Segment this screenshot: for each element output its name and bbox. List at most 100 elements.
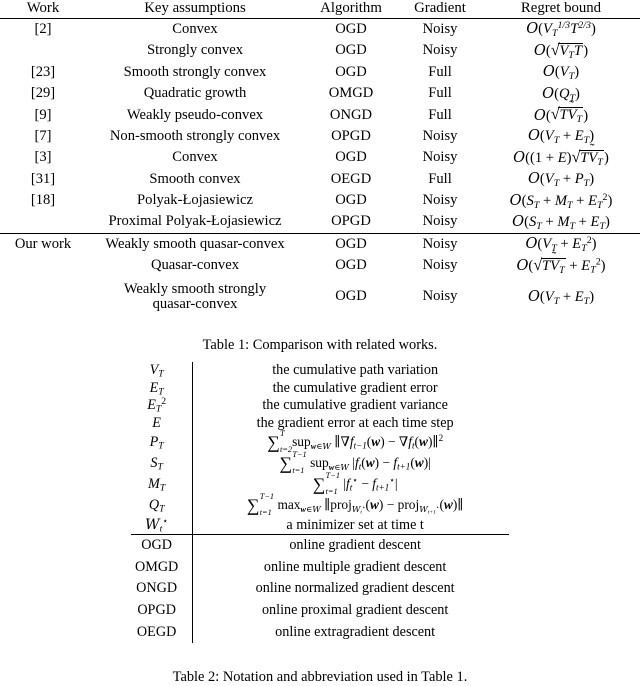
notation-row: ST ∑ T−1 t=1 supw∈W |ft(w) − ft+1(w)| <box>131 450 509 475</box>
notation-description: ∑ T−1 t=1 maxw∈W ∥projWt⋆(w) − projWt+1⋆(w… <box>192 492 509 517</box>
cell-work: [3] <box>34 149 52 166</box>
abbreviation-row: OEGD online extragradient descent <box>131 621 509 643</box>
cell-gradient: Noisy <box>422 42 458 59</box>
our-work-rule <box>0 232 640 234</box>
abbreviation-name: OEGD <box>136 623 177 640</box>
table1-header-row: Work Key assumptions Algorithm Gradient … <box>0 0 640 18</box>
assumption-line-1: Weakly smooth strongly <box>123 280 267 297</box>
cell-algorithm: OPGD <box>331 213 371 230</box>
abbreviation-meaning: online multiple gradient descent <box>192 556 509 579</box>
abbreviation-meaning: online extragradient descent <box>192 621 509 643</box>
table-row: [18] Polyak-Łojasiewicz OGD Noisy O(ST +… <box>0 190 640 211</box>
cell-regret: O(ST + MT + ET2) <box>509 191 613 211</box>
cell-assumptions: Proximal Polyak-Łojasiewicz <box>108 213 282 230</box>
cell-algorithm: OGD <box>335 192 367 209</box>
header-rule <box>0 18 640 19</box>
notation-symbol: Wt⋆ <box>144 515 169 535</box>
table-row: [2] Convex OGD Noisy O(VT1/3T2/3) <box>0 19 640 41</box>
abbreviation-row: OGD online gradient descent <box>131 534 509 557</box>
notation-row: QT ∑ T−1 t=1 maxw∈W ∥projWt⋆(w) − projWt+1… <box>131 492 509 517</box>
table-row: [9] Weakly pseudo-convex ONGD Full O(TVT… <box>0 105 640 126</box>
table-row: [29] Quadratic growth OMGD Full O(QT) <box>0 83 640 104</box>
abbreviation-row: OPGD online proximal gradient descent <box>131 599 509 622</box>
cell-gradient: Noisy <box>422 192 458 209</box>
notation-description: a minimizer set at time t <box>192 516 509 534</box>
cell-algorithm: OGD <box>335 257 367 274</box>
cell-gradient: Full <box>428 85 452 102</box>
cell-assumptions: Smooth convex <box>149 170 241 187</box>
cell-gradient: Full <box>428 170 452 187</box>
table-row: Our work Weakly smooth quasar-convex OGD… <box>0 233 640 255</box>
abbreviation-name: OPGD <box>137 602 176 619</box>
notation-symbol: ET <box>149 379 164 398</box>
comparison-table: Work Key assumptions Algorithm Gradient … <box>0 0 640 318</box>
cell-assumptions: Strongly convex <box>146 42 244 59</box>
notation-description: the gradient error at each time step <box>192 414 509 433</box>
cell-regret: O(VT) <box>542 63 580 82</box>
notation-table: VT the cumulative path variation ET the … <box>131 362 509 643</box>
cell-gradient: Noisy <box>422 257 458 274</box>
cell-regret: O(VT + ET) <box>527 127 595 147</box>
cell-regret: O(TVT) <box>482 105 640 126</box>
cell-regret: O(ST + MT + ET) <box>512 212 610 232</box>
table-row: [3] Convex OGD Noisy O((1 + E)TVT) <box>0 147 640 168</box>
cell-algorithm: OGD <box>335 42 367 59</box>
cell-gradient: Full <box>428 63 452 80</box>
notation-row: ET2 the cumulative gradient variance <box>131 397 509 415</box>
cell-gradient: Noisy <box>422 213 458 230</box>
cell-work <box>0 40 86 61</box>
cell-algorithm: OGD <box>335 235 367 252</box>
cell-regret: O(QT) <box>542 84 580 104</box>
notation-separator-rule <box>131 533 509 535</box>
table-row: Quasar-convex OGD Noisy O(TVT + ET2) <box>0 255 640 276</box>
cell-regret: O(VTT) <box>482 40 640 61</box>
cell-gradient: Noisy <box>422 288 458 305</box>
cell-assumptions: Weakly pseudo-convex <box>126 106 264 123</box>
table-row: Proximal Polyak-Łojasiewicz OPGD Noisy O… <box>0 212 640 233</box>
cell-algorithm: OGD <box>335 149 367 166</box>
cell-work: [29] <box>30 85 56 102</box>
cell-algorithm: OPGD <box>331 127 371 144</box>
cell-work: [18] <box>30 192 56 209</box>
abbreviation-row: OMGD online multiple gradient descent <box>131 556 509 579</box>
cell-assumptions: Convex <box>172 20 218 37</box>
table2-caption: Table 2: Notation and abbreviation used … <box>172 669 468 685</box>
notation-symbol: E <box>152 415 161 432</box>
notation-row: ET the cumulative gradient error <box>131 379 509 398</box>
cell-regret: O((1 + E)TVT) <box>482 147 640 168</box>
abbreviation-meaning: online normalized gradient descent <box>192 578 509 600</box>
cell-regret: O(VT + PT) <box>527 170 595 189</box>
cell-work <box>0 277 86 318</box>
cell-assumptions: Weakly smooth quasar-convex <box>105 235 285 252</box>
cell-work: [31] <box>30 170 56 187</box>
header-assumptions: Key assumptions <box>144 0 246 16</box>
notation-symbol: QT <box>148 497 165 516</box>
cell-algorithm: OGD <box>335 63 367 80</box>
cell-work <box>0 212 86 233</box>
cell-regret: O(VT1/3T2/3) <box>526 20 596 40</box>
notation-symbol: ST <box>150 455 163 474</box>
abbreviation-meaning: online proximal gradient descent <box>192 599 509 622</box>
cell-gradient: Full <box>428 106 452 123</box>
cell-assumptions: Weakly smooth strongly quasar-convex <box>86 277 304 318</box>
cell-algorithm: OGD <box>335 288 367 305</box>
cell-gradient: Noisy <box>422 149 458 166</box>
cell-assumptions: Convex <box>172 149 218 166</box>
notation-row: E the gradient error at each time step <box>131 414 509 433</box>
cell-gradient: Noisy <box>422 20 458 37</box>
cell-regret: O(VT + ET) <box>527 287 595 307</box>
cell-assumptions: Polyak-Łojasiewicz <box>137 192 253 209</box>
header-algorithm: Algorithm <box>320 0 382 16</box>
cell-assumptions: Quadratic growth <box>143 85 247 102</box>
header-work: Work <box>26 0 60 16</box>
cell-assumptions: Smooth strongly convex <box>123 63 267 80</box>
notation-description: ∑ T−1 t=1 supw∈W |ft(w) − ft+1(w)| <box>192 450 509 475</box>
cell-assumptions: Quasar-convex <box>150 257 240 274</box>
cell-work: [7] <box>34 127 52 144</box>
cell-algorithm: OMGD <box>328 85 374 102</box>
notation-symbol: ET2 <box>147 396 167 416</box>
abbreviation-meaning: online gradient descent <box>192 534 509 557</box>
table-row: [23] Smooth strongly convex OGD Full O(V… <box>0 62 640 83</box>
